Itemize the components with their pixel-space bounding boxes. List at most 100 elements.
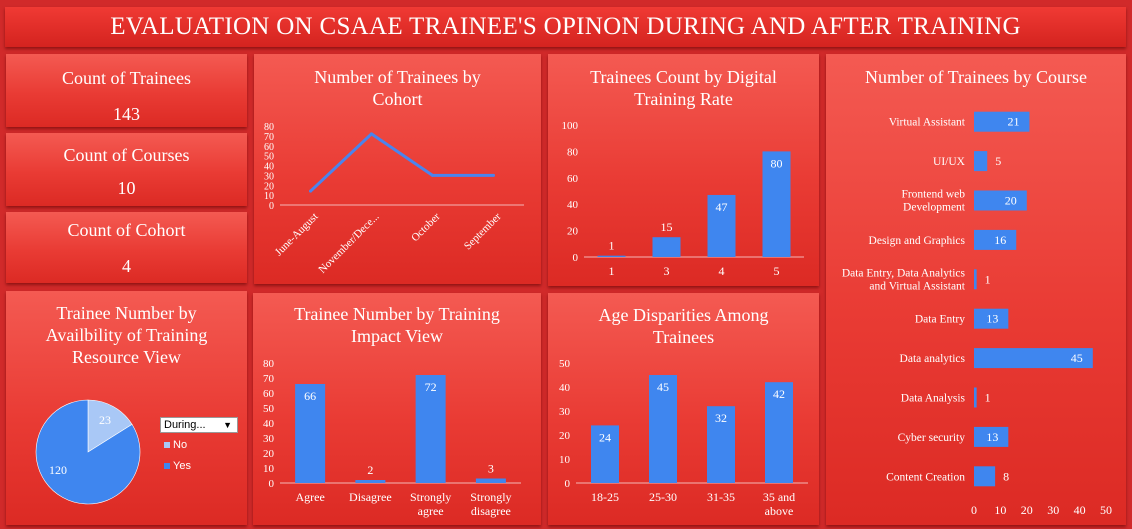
y-tick-label: Data Entry — [915, 314, 965, 326]
y-tick-label: 60 — [567, 173, 579, 185]
y-tick-label: Development — [903, 202, 966, 214]
y-tick-label: Design and Graphics — [869, 235, 966, 247]
data-label: 21 — [1007, 115, 1019, 129]
y-tick-label: 10 — [559, 454, 571, 466]
y-tick-label: 0 — [269, 201, 274, 212]
legend-item-no[interactable]: No — [164, 439, 187, 451]
line-point — [431, 173, 434, 177]
x-tick-label: 31-35 — [707, 490, 735, 504]
y-tick-label: 0 — [269, 478, 275, 490]
line-point — [309, 189, 312, 193]
bar — [974, 426, 1009, 447]
dashboard-title-banner: EVALUATION ON CSAAE TRAINEE'S OPINON DUR… — [5, 7, 1126, 47]
bar — [475, 478, 506, 483]
data-label: 72 — [425, 380, 437, 394]
x-tick-label: 35 and — [763, 490, 795, 504]
x-tick-label: Strongly — [470, 490, 511, 504]
data-label: 5 — [995, 154, 1001, 168]
x-tick-label: September — [462, 210, 504, 252]
kpi-trainees-value: 143 — [113, 104, 140, 124]
data-label: 2 — [367, 463, 373, 477]
legend-filter-dropdown[interactable]: During... ▼ — [160, 417, 238, 433]
data-label: 16 — [994, 233, 1006, 247]
bar — [765, 382, 793, 483]
x-tick-label: November/Dece... — [316, 210, 381, 275]
data-label: 8 — [1003, 469, 1009, 483]
y-tick-label: Virtual Assistant — [889, 117, 966, 129]
y-tick-label: 20 — [264, 181, 274, 192]
y-tick-label: 20 — [559, 430, 571, 442]
x-tick-label: 5 — [774, 264, 780, 278]
kpi-cohort-label: Count of Cohort — [67, 220, 186, 240]
x-tick-label: 25-30 — [649, 490, 677, 504]
legend-item-yes[interactable]: Yes — [164, 460, 191, 472]
pie-slice-no — [87, 399, 133, 453]
x-tick-label: 40 — [1074, 503, 1086, 517]
data-label: 1 — [985, 391, 991, 405]
bar — [591, 425, 619, 483]
age-chart-panel: Age Disparities Among Trainees 0 10 20 30 40… — [548, 293, 819, 525]
y-tick-label: 60 — [263, 388, 275, 400]
bar — [974, 348, 1093, 369]
pie-data-label: 23 — [99, 413, 111, 427]
y-tick-label: 70 — [263, 373, 275, 385]
impact-chart-panel: Trainee Number by Training Impact View 0… — [253, 293, 541, 525]
data-label: 45 — [1071, 351, 1083, 365]
x-tick-label: Disagree — [349, 490, 392, 504]
data-label: 47 — [716, 200, 728, 214]
x-tick-label: June-August — [273, 211, 321, 259]
bar — [974, 387, 977, 408]
x-tick-label: Strongly — [410, 490, 451, 504]
y-tick-label: 40 — [559, 382, 571, 394]
y-tick-label: 60 — [264, 142, 274, 153]
y-tick-label: Data Analysis — [901, 393, 966, 405]
bar — [355, 480, 386, 483]
legend-label-no: No — [173, 439, 188, 451]
dropdown-arrow-icon: ▼ — [223, 420, 232, 430]
bar — [295, 384, 326, 483]
data-label: 66 — [304, 389, 316, 403]
bar — [974, 269, 977, 290]
age-bar-chart: 0 10 20 30 40 50 24 45 32 42 18-25 25-30 31-35 35 and… — [559, 358, 808, 518]
data-label: 13 — [986, 430, 998, 444]
kpi-card-courses: Count of Courses 10 — [6, 133, 247, 206]
bar — [597, 255, 626, 257]
y-tick-label: 40 — [567, 199, 579, 211]
x-tick-label: 10 — [994, 503, 1006, 517]
cohort-chart-panel: Number of Trainees by Cohort 0 10 20 30 40 50… — [254, 54, 541, 284]
data-label: 24 — [599, 430, 611, 444]
y-tick-label: Content Creation — [886, 471, 965, 483]
cohort-chart-title: Number of Trainees by Cohort — [314, 67, 481, 109]
y-tick-label: 80 — [263, 358, 275, 370]
y-tick-label: 0 — [565, 478, 571, 490]
x-tick-label: Agree — [295, 490, 324, 504]
y-tick-label: 30 — [559, 406, 571, 418]
data-label: 1 — [609, 239, 615, 253]
bar — [652, 237, 681, 257]
y-tick-label: 40 — [263, 418, 275, 430]
y-tick-label: 30 — [264, 171, 274, 182]
legend-swatch-yes — [164, 463, 170, 469]
bar — [974, 111, 1030, 132]
x-tick-label: disagree — [471, 504, 511, 518]
data-label: 13 — [986, 312, 998, 326]
digital-rate-chart-panel: Trainees Count by Digital Training Rate … — [548, 54, 819, 286]
x-tick-label: October — [409, 210, 443, 244]
data-label: 20 — [1005, 194, 1017, 208]
bar — [974, 466, 996, 487]
data-label: 1 — [985, 272, 991, 286]
y-tick-label: 50 — [559, 358, 571, 370]
y-tick-label: 0 — [573, 252, 579, 264]
data-label: 42 — [773, 387, 785, 401]
y-tick-label: 10 — [264, 191, 274, 202]
digital-rate-chart-title: Trainees Count by Digital Training Rate — [590, 67, 777, 109]
course-chart-title: Number of Trainees by Course — [865, 67, 1087, 87]
y-tick-label: UI/UX — [933, 156, 966, 168]
bar — [974, 308, 1009, 329]
y-tick-label: and Virtual Assistant — [869, 280, 965, 292]
resource-pie-chart: 23 120 — [35, 399, 141, 505]
y-tick-label: Frontend web — [901, 189, 965, 201]
kpi-courses-value: 10 — [117, 178, 136, 198]
